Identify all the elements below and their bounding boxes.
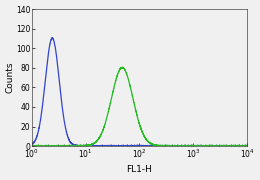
X-axis label: FL1-H: FL1-H: [126, 165, 152, 174]
Y-axis label: Counts: Counts: [5, 62, 15, 93]
